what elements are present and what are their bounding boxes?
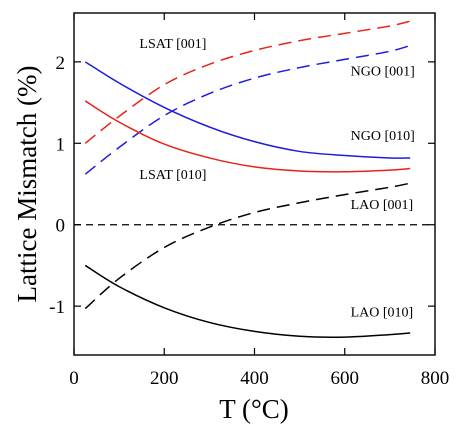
series-layer bbox=[74, 20, 435, 338]
x-tick-label: 400 bbox=[240, 368, 269, 389]
series-line-lao-010 bbox=[84, 264, 411, 338]
y-tick-label: 0 bbox=[56, 216, 66, 237]
series-label-lsat-010: LSAT [010] bbox=[139, 168, 206, 183]
series-label-lsat-001: LSAT [001] bbox=[139, 37, 206, 52]
y-tick-label: -1 bbox=[49, 297, 65, 318]
y-tick-label: 2 bbox=[56, 53, 66, 74]
series-label-lao-001: LAO [001] bbox=[351, 198, 414, 213]
series-label-ngo-001: NGO [001] bbox=[351, 65, 415, 80]
series-label-ngo-010: NGO [010] bbox=[351, 129, 415, 144]
series-line-ngo-001 bbox=[84, 44, 411, 175]
x-tick-label: 600 bbox=[331, 368, 360, 389]
axis-layer: 0 200 400 600 800 -1 0 1 2 bbox=[49, 13, 449, 389]
x-tick-label: 800 bbox=[421, 368, 450, 389]
series-line-ngo-010 bbox=[84, 61, 411, 159]
y-tick-label: 1 bbox=[56, 134, 66, 155]
series-line-lsat-001 bbox=[84, 20, 411, 144]
x-tick-label: 200 bbox=[150, 368, 179, 389]
x-tick-label: 0 bbox=[69, 368, 79, 389]
x-axis-title: T (°C) bbox=[219, 394, 289, 424]
series-line-lao-001 bbox=[84, 182, 411, 310]
series-label-lao-010: LAO [010] bbox=[351, 306, 414, 321]
y-axis-title: Lattice Mismatch (%) bbox=[12, 66, 42, 303]
series-label-layer: LSAT [001] NGO [001] NGO [010] LSAT [010] LA… bbox=[139, 37, 414, 321]
plot-frame bbox=[73, 12, 436, 356]
series-line-lsat-010 bbox=[84, 100, 411, 173]
